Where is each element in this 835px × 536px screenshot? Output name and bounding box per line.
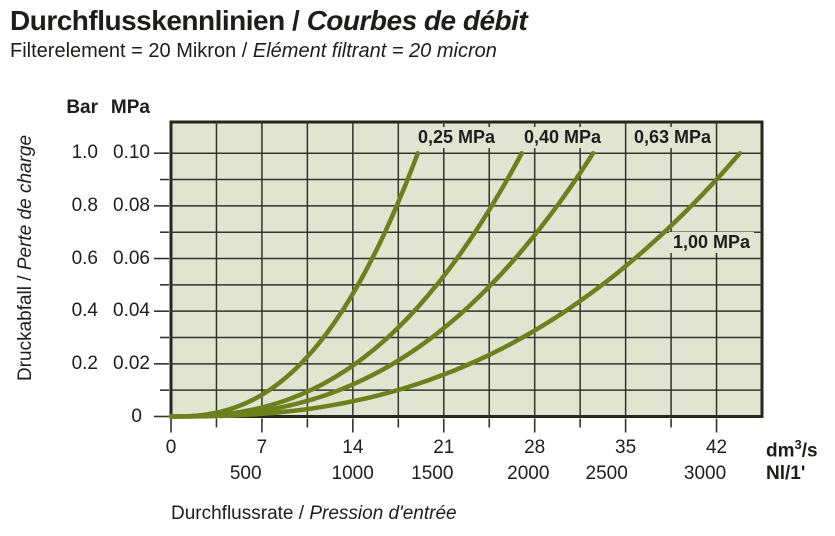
page-subtitle-fr: Elément filtrant = 20 micron (252, 40, 497, 62)
x-axis-unit-dm3s: dm3/s (766, 437, 818, 462)
y-tick-label-bar: 0.2 (71, 352, 98, 374)
y-tick-label-zero: 0 (131, 405, 142, 427)
x-axis-title: Durchflussrate / Pression d'entrée (171, 503, 457, 525)
y-axis-unit-bar: Bar (66, 97, 98, 118)
x-tick-label-dm3: 7 (256, 437, 268, 458)
x-tick-label-nl: 2500 (585, 463, 628, 484)
y-tick-label-mpa: 0.06 (113, 247, 150, 269)
x-tick-label-nl: 1000 (331, 463, 374, 484)
y-tick-label-bar: 0.8 (71, 194, 98, 216)
x-tick-label-dm3: 21 (433, 437, 455, 458)
curve-label-1-00-MPa: 1,00 MPa (669, 232, 755, 253)
page-title-de: Durchflusskennlinien (10, 5, 285, 36)
x-tick-label-nl: 3000 (683, 463, 727, 484)
y-tick-label-mpa: 0.08 (113, 194, 150, 216)
x-tick-label-nl: 2000 (507, 463, 550, 484)
y-tick-label-mpa: 0.10 (113, 142, 150, 164)
curve-label-0-63-MPa: 0,63 MPa (630, 127, 716, 148)
x-axis-title-separator: / (293, 503, 310, 524)
x-axis-unit-nl: Nl/1' (766, 463, 806, 484)
page-title-fr: Courbes de débit (306, 5, 528, 36)
subtitle-separator: / (236, 40, 253, 62)
page-subtitle-de: Filterelement = 20 Mikron (10, 40, 237, 62)
y-tick-label-bar: 1.0 (71, 142, 98, 164)
x-tick-label-dm3: 28 (524, 437, 546, 458)
x-tick-label-nl: 500 (229, 463, 262, 484)
y-tick-label-bar: 0.4 (71, 300, 98, 322)
curve-1-00-MPa (168, 150, 743, 419)
x-tick-label-dm3: 14 (342, 437, 364, 458)
x-tick-label-dm3: 42 (705, 437, 728, 458)
curve-label-0-25-MPa: 0,25 MPa (414, 127, 500, 148)
y-tick-label-mpa: 0.04 (113, 300, 150, 322)
y-tick-label-mpa: 0.02 (113, 352, 150, 374)
x-axis-title-fr: Pression d'entrée (309, 503, 457, 524)
x-tick-label-nl: 1500 (411, 463, 454, 484)
y-axis-unit-mpa: MPa (110, 97, 150, 118)
x-tick-label-dm3: 0 (165, 437, 177, 458)
plot-area (169, 120, 764, 418)
curve-label-0-40-MPa: 0,40 MPa (520, 127, 606, 148)
x-tick-label-dm3: 35 (615, 437, 637, 458)
page-subtitle: Filterelement = 20 Mikron / Elément filt… (10, 40, 497, 63)
y-tick-label-bar: 0.6 (71, 247, 98, 269)
x-axis-title-de: Durchflussrate (171, 503, 294, 524)
page-title: Durchflusskennlinien / Courbes de débit (10, 5, 528, 37)
title-separator: / (284, 5, 307, 36)
